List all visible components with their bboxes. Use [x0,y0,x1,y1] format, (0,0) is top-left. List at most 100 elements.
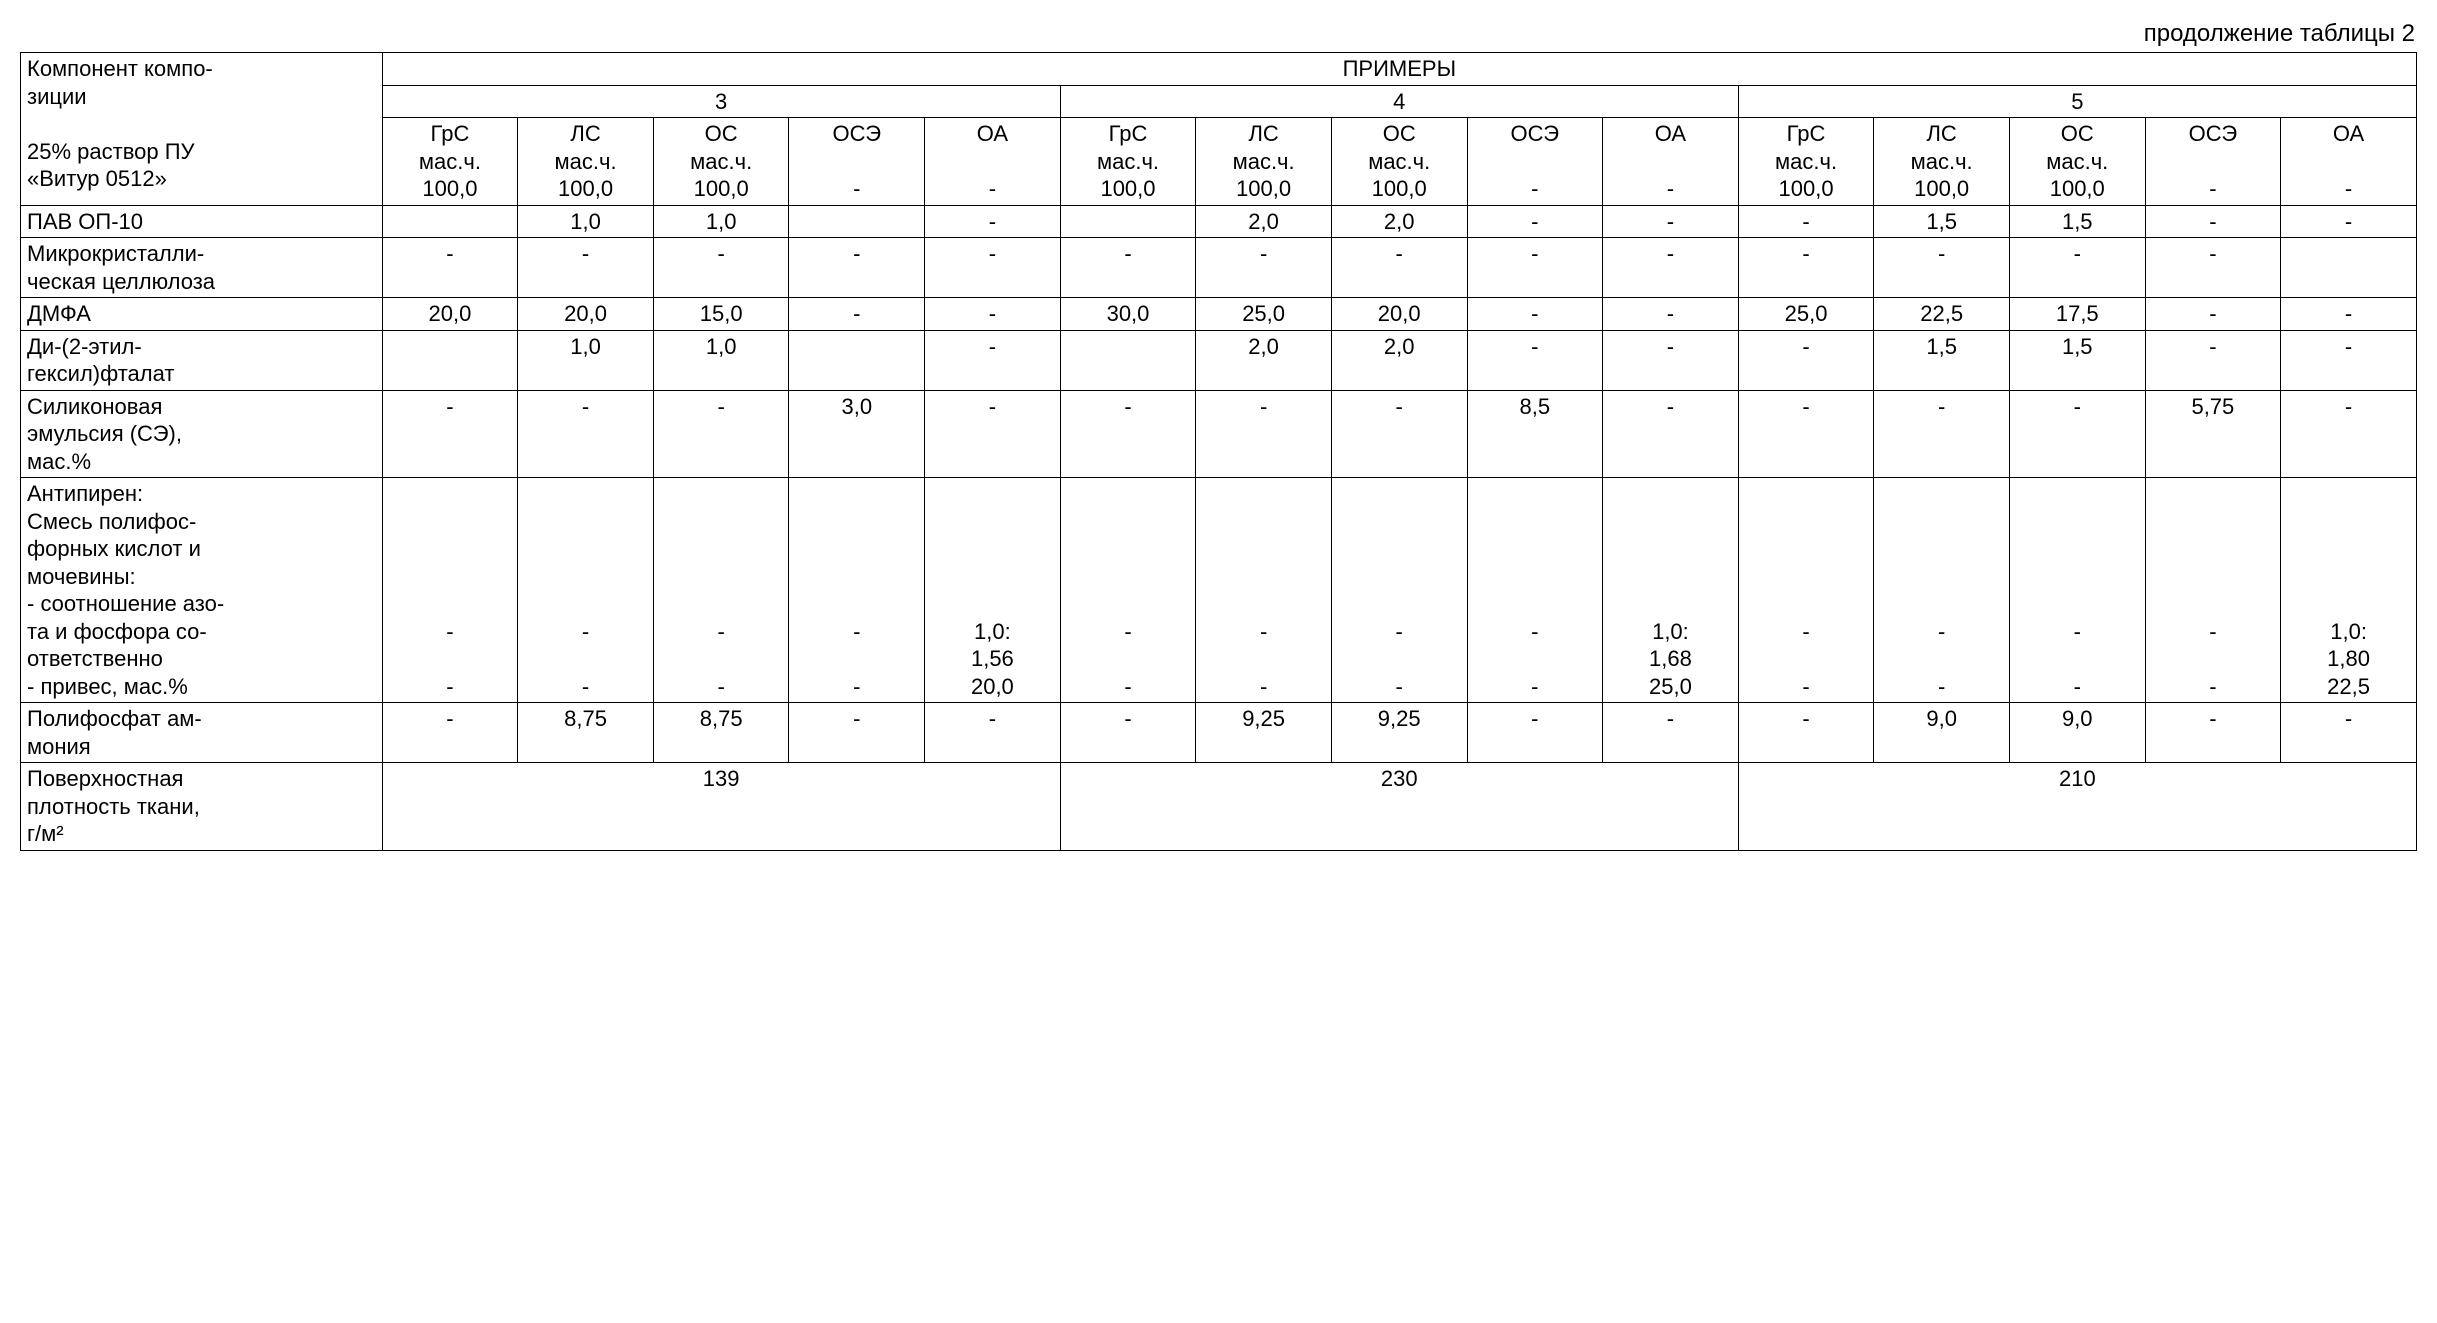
data-cell: 9,25 [1196,703,1332,763]
data-cell [789,205,925,238]
data-cell: - [1196,238,1332,298]
data-cell: 1,0: 1,80 22,5 [2281,478,2417,703]
data-cell: - [925,330,1061,390]
header-subcol: ОА - [925,118,1061,206]
data-cell: - [2281,330,2417,390]
data-cell: 9,0 [1874,703,2010,763]
data-cell: 15,0 [653,298,789,331]
data-cell: - [1603,330,1739,390]
row-label: Ди-(2-этил- гексил)фталат [21,330,383,390]
data-cell: - [653,238,789,298]
data-cell: - [1738,703,1874,763]
data-cell: - - [1874,478,2010,703]
header-subcol: ЛС мас.ч. 100,0 [518,118,654,206]
data-cell: - [2145,330,2281,390]
data-cell [1060,205,1196,238]
data-cell: - [1738,205,1874,238]
data-cell: - [1738,238,1874,298]
data-cell: - [1467,330,1603,390]
data-cell: - [1196,390,1332,478]
data-cell: - - [382,478,518,703]
data-cell: - [925,298,1061,331]
data-cell [789,330,925,390]
data-cell: 8,75 [518,703,654,763]
data-cell: 17,5 [2009,298,2145,331]
data-cell: - - [1331,478,1467,703]
footer-row: Поверхностная плотность ткани, г/м²13923… [21,763,2417,851]
data-cell: - [925,390,1061,478]
data-cell: 20,0 [382,298,518,331]
data-cell: - [382,238,518,298]
data-cell: - [1060,703,1196,763]
data-cell: - - [2145,478,2281,703]
data-cell: 22,5 [1874,298,2010,331]
data-cell: - - [789,478,925,703]
data-cell: - [1331,390,1467,478]
data-cell: - [518,238,654,298]
header-subcol: ОСЭ - [2145,118,2281,206]
data-cell: - [2281,703,2417,763]
data-cell: - [1603,205,1739,238]
data-cell: - [925,205,1061,238]
data-cell: - [2009,390,2145,478]
data-cell: - [2145,238,2281,298]
table-header: Компонент компо- зиции 25% раствор ПУ «В… [21,53,2417,206]
data-cell: 1,0 [518,330,654,390]
row-label: Микрокристалли- ческая целлюлоза [21,238,383,298]
data-cell: - [1603,390,1739,478]
row-label: ДМФА [21,298,383,331]
data-cell: - - [518,478,654,703]
data-cell: - [1603,238,1739,298]
data-cell: - [2281,390,2417,478]
row-label: Полифосфат ам- мония [21,703,383,763]
header-subcol: ОСЭ - [789,118,925,206]
table-row: Полифосфат ам- мония-8,758,75---9,259,25… [21,703,2417,763]
table-row: Антипирен: Смесь полифос- форных кислот … [21,478,2417,703]
data-cell: 1,0 [653,330,789,390]
table-row: ДМФА20,020,015,0--30,025,020,0--25,022,5… [21,298,2417,331]
footer-label: Поверхностная плотность ткани, г/м² [21,763,383,851]
data-cell: - [1738,330,1874,390]
data-cell [382,205,518,238]
composition-table: Компонент компо- зиции 25% раствор ПУ «В… [20,52,2417,851]
data-cell: - [789,703,925,763]
data-cell: 1,5 [1874,205,2010,238]
header-subcol: ОА - [1603,118,1739,206]
data-cell: 30,0 [1060,298,1196,331]
data-cell: 1,0 [653,205,789,238]
header-group-3: 3 [382,85,1060,118]
data-cell: - [2145,703,2281,763]
data-cell: 5,75 [2145,390,2281,478]
footer-value: 230 [1060,763,1738,851]
data-cell: 2,0 [1196,330,1332,390]
data-cell: - [789,238,925,298]
header-group-4: 4 [1060,85,1738,118]
header-examples: ПРИМЕРЫ [382,53,2416,86]
data-cell: 25,0 [1196,298,1332,331]
data-cell: - [2145,205,2281,238]
footer-value: 210 [1738,763,2416,851]
data-cell: - [1738,390,1874,478]
data-cell: - - [1060,478,1196,703]
data-cell: - [789,298,925,331]
data-cell: 9,25 [1331,703,1467,763]
data-cell: - [2009,238,2145,298]
data-cell: 1,5 [2009,330,2145,390]
data-cell: - - [2009,478,2145,703]
data-cell: - [1060,238,1196,298]
data-cell: - [2145,298,2281,331]
footer-value: 139 [382,763,1060,851]
data-cell: - [382,703,518,763]
data-cell [2281,238,2417,298]
header-subcol: ГрС мас.ч. 100,0 [382,118,518,206]
data-cell: 1,0 [518,205,654,238]
data-cell: 1,5 [2009,205,2145,238]
data-cell: - [925,238,1061,298]
data-cell: - [1331,238,1467,298]
data-cell: - - [1467,478,1603,703]
data-cell: 9,0 [2009,703,2145,763]
data-cell: 2,0 [1331,205,1467,238]
row-label: Силиконовая эмульсия (СЭ), мас.% [21,390,383,478]
data-cell: - [1467,703,1603,763]
header-subcol: ОС мас.ч. 100,0 [1331,118,1467,206]
